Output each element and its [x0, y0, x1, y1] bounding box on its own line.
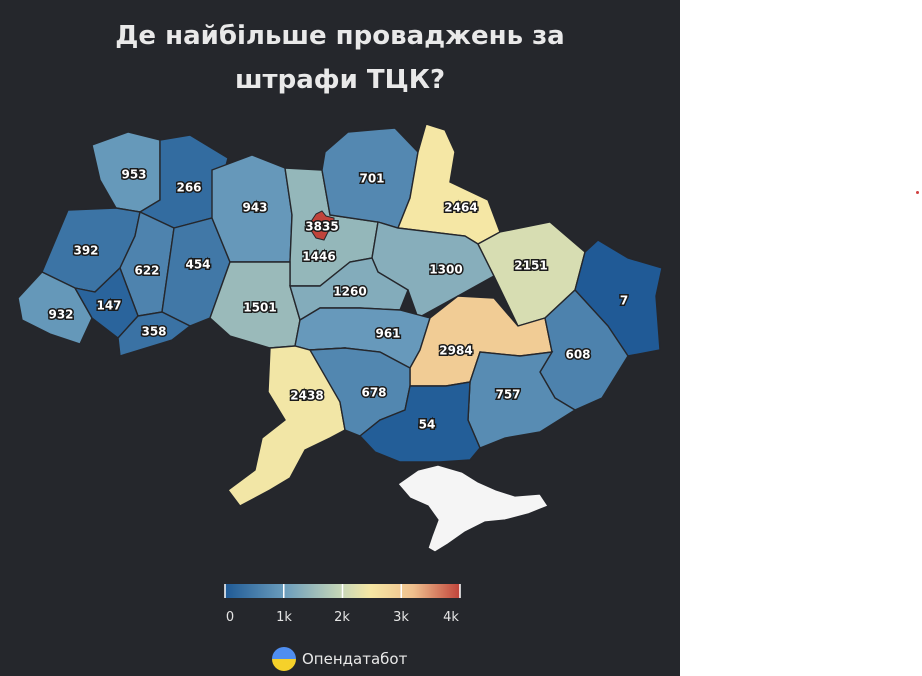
- value-label-odesa: 2438: [290, 389, 323, 403]
- map-title: Де найбільше проваджень за штрафи ТЦК?: [0, 14, 680, 102]
- red-dot-artifact: [916, 191, 919, 194]
- title-line-2: штрафи ТЦК?: [234, 65, 446, 95]
- region-value-labels: 953 266 392 622 454 932 147 358 943 1446…: [47, 166, 630, 433]
- region-kyiv-city[interactable]: [307, 210, 335, 241]
- region-kherson[interactable]: [358, 381, 481, 463]
- color-scale-legend: 0 1k 2k 3k 4k: [224, 584, 461, 625]
- value-label-kharkiv: 2151: [514, 259, 547, 273]
- value-label-ternopil: 622: [134, 264, 159, 278]
- legend-label-2k: 2k: [334, 610, 350, 625]
- legend-label-1k: 1k: [276, 610, 292, 625]
- value-label-rivne: 266: [176, 181, 201, 195]
- ukraine-choropleth-map: 953 266 392 622 454 932 147 358 943 1446…: [17, 123, 663, 625]
- value-label-cherkasy: 1260: [333, 285, 366, 299]
- brand-name: Опендатабот: [302, 650, 408, 668]
- value-label-sumy: 2464: [444, 201, 477, 215]
- value-label-volyn: 953: [121, 168, 146, 182]
- value-label-ivano-frankivsk: 147: [96, 299, 121, 313]
- value-label-donetsk: 608: [565, 348, 590, 362]
- value-label-kyiv-city: 3835: [305, 220, 338, 234]
- region-sumy[interactable]: [397, 123, 501, 245]
- opendatabot-logo-icon: [272, 647, 296, 671]
- value-label-chernihiv: 701: [359, 172, 384, 186]
- region-zakarpattia[interactable]: [17, 271, 93, 345]
- value-label-kirovohrad: 961: [375, 327, 400, 341]
- crimea-no-data: [397, 464, 549, 553]
- value-label-chernivtsi: 358: [141, 325, 166, 339]
- value-label-poltava: 1300: [429, 263, 462, 277]
- value-label-vinnytsia: 1501: [243, 301, 276, 315]
- region-chernivtsi[interactable]: [117, 311, 192, 357]
- value-label-khmelnytskyi: 454: [185, 258, 210, 272]
- value-label-zaporizhzhia: 757: [495, 388, 520, 402]
- value-label-kyiv-oblast: 1446: [302, 250, 335, 264]
- brand-footer: Опендатабот: [272, 646, 407, 672]
- value-label-zhytomyr: 943: [242, 201, 267, 215]
- regions-layer: [17, 123, 663, 507]
- value-label-lviv: 392: [73, 244, 98, 258]
- legend-label-0: 0: [226, 610, 234, 625]
- value-label-zakarpattia: 932: [48, 308, 73, 322]
- value-label-luhansk: 7: [620, 294, 628, 308]
- value-label-kherson: 54: [419, 418, 436, 432]
- legend-label-3k: 3k: [393, 610, 409, 625]
- title-line-1: Де найбільше проваджень за: [115, 21, 565, 51]
- legend-label-4k: 4k: [443, 610, 459, 625]
- value-label-mykolaiv: 678: [361, 386, 386, 400]
- value-label-dnipropetrovsk: 2984: [439, 344, 472, 358]
